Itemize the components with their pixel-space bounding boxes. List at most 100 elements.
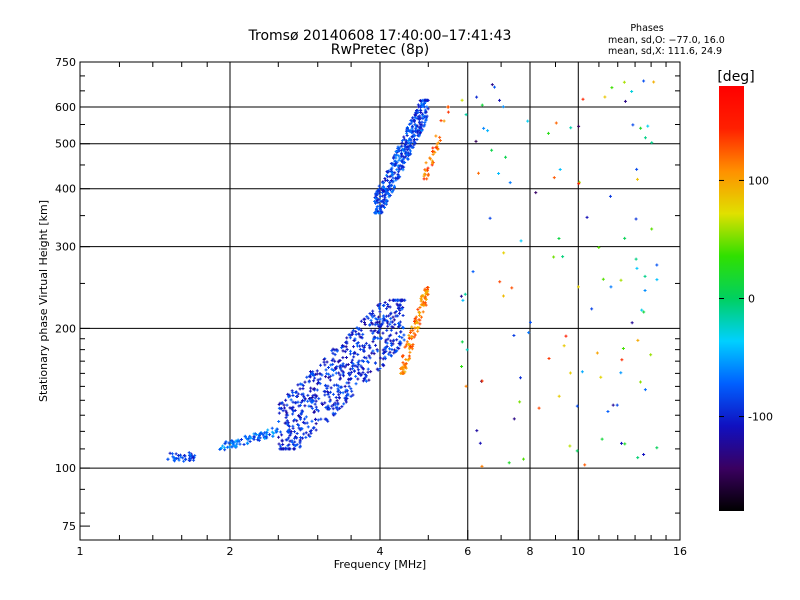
data-point [341,391,345,395]
data-point [289,430,293,434]
data-point [341,349,345,353]
data-point [385,307,389,311]
data-point [369,313,373,317]
data-point [476,171,480,175]
data-point [354,330,358,334]
data-point [189,455,193,459]
data-point [446,105,450,109]
data-point [349,387,353,391]
data-point [328,374,332,378]
data-point [412,134,416,138]
data-point [387,347,391,351]
data-point [420,128,424,132]
data-point [434,134,438,138]
data-point [336,402,340,406]
data-point [323,393,327,397]
data-point [386,175,390,179]
x-tick-label: 2 [227,545,234,558]
data-point [398,320,402,324]
data-point [360,344,364,348]
y-tick-label: 400 [55,183,76,196]
chart-title: Tromsø 20140608 17:40:00–17:41:43 [248,28,512,44]
data-point [354,382,358,386]
data-point [635,167,639,171]
data-point [426,107,430,111]
data-point [223,441,227,445]
data-point [288,433,292,437]
x-axis-label: Frequency [MHz] [334,558,426,571]
data-point [294,401,298,405]
data-point [557,394,561,398]
data-point [387,169,391,173]
data-point [394,162,398,166]
data-point [318,377,322,381]
data-point [339,391,343,395]
data-point [299,417,303,421]
data-point [402,338,406,342]
data-point [464,384,468,388]
data-point [385,341,389,345]
data-point [418,131,422,135]
data-point [296,383,300,387]
data-point [373,361,377,365]
data-point [177,458,181,462]
data-point [285,419,289,423]
data-point [280,447,284,451]
data-point [611,403,615,407]
data-point [655,446,659,450]
data-point [382,364,386,368]
y-tick-label: 200 [55,322,76,335]
data-point [419,126,423,130]
data-point [264,431,268,435]
data-point [508,181,512,185]
data-point [623,442,627,446]
data-point [642,79,646,83]
data-point [188,456,192,460]
data-point [601,277,605,281]
data-point [417,326,421,330]
data-point [193,454,197,458]
data-point [396,303,400,307]
data-point [310,371,314,375]
data-point [184,457,188,461]
data-point [597,246,601,250]
data-point [382,314,386,318]
data-point [510,286,514,290]
data-point [391,325,395,329]
data-point [338,373,342,377]
data-point [373,199,377,203]
data-point [291,409,295,413]
data-point [291,424,295,428]
data-point [646,124,650,128]
data-point [311,394,315,398]
data-point [465,348,469,352]
data-point [393,159,397,163]
data-point [382,185,386,189]
data-point [313,402,317,406]
data-point [168,451,172,455]
data-point [354,374,358,378]
data-point [398,340,402,344]
data-point [418,322,422,326]
data-point [407,154,411,158]
data-point [321,403,325,407]
data-point [498,98,502,102]
data-point [369,318,373,322]
data-point [362,321,366,325]
data-point [478,441,482,445]
colorbar-label: [deg] [717,69,754,85]
data-point [638,380,642,384]
data-point [376,330,380,334]
data-point [419,303,423,307]
data-point [315,372,319,376]
data-point [345,336,349,340]
data-point [395,160,399,164]
data-point [287,395,291,399]
data-point [392,155,396,159]
data-point [295,419,299,423]
data-point [323,363,327,367]
data-point [419,315,423,319]
data-point [463,292,467,296]
data-point [292,419,296,423]
